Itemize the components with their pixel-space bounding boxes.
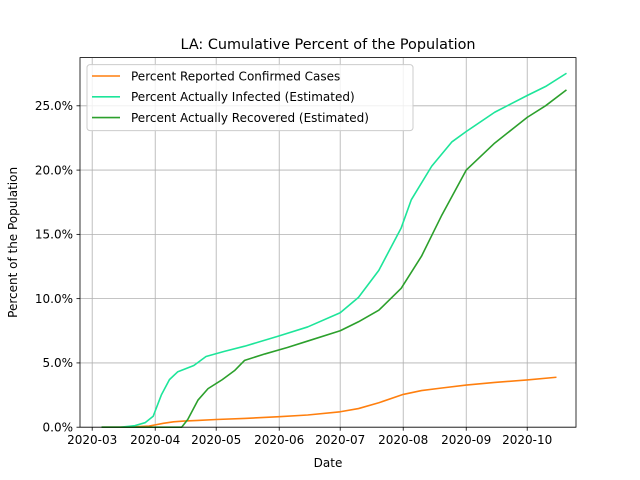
y-tick-label: 25.0%: [35, 99, 73, 113]
x-tick-label: 2020-03: [67, 433, 117, 447]
y-tick-label: 5.0%: [43, 356, 74, 370]
y-tick-label: 0.0%: [43, 421, 74, 435]
x-tick-label: 2020-04: [130, 433, 180, 447]
legend-label-1: Percent Reported Confirmed Cases: [131, 69, 340, 83]
axis-ticks: 2020-03 2020-04 2020-05 2020-06 2020-07 2020-…: [35, 99, 552, 447]
series-layer: [101, 72, 567, 428]
chart-title: LA: Cumulative Percent of the Population: [180, 37, 475, 53]
series-line-2: [101, 72, 567, 428]
x-tick-label: 2020-05: [191, 433, 241, 447]
legend: Percent Reported Confirmed Cases Percent …: [86, 64, 414, 132]
x-tick-label: 2020-07: [315, 433, 365, 447]
legend-label-3: Percent Actually Recovered (Estimated): [131, 111, 369, 125]
y-tick-label: 20.0%: [35, 163, 73, 177]
legend-box: [86, 64, 414, 132]
x-tick-label: 2020-06: [254, 433, 304, 447]
series-line-1: [101, 376, 557, 428]
x-axis-label: Date: [314, 456, 343, 470]
x-tick-label: 2020-08: [378, 433, 428, 447]
x-tick-label: 2020-09: [441, 433, 491, 447]
series-line-3: [101, 89, 567, 428]
plot-frame: [79, 57, 577, 428]
x-tick-label: 2020-10: [502, 433, 552, 447]
legend-label-2: Percent Actually Infected (Estimated): [131, 90, 355, 104]
y-tick-label: 10.0%: [35, 292, 73, 306]
y-axis-label: Percent of the Population: [6, 167, 20, 318]
y-tick-label: 15.0%: [35, 228, 73, 242]
